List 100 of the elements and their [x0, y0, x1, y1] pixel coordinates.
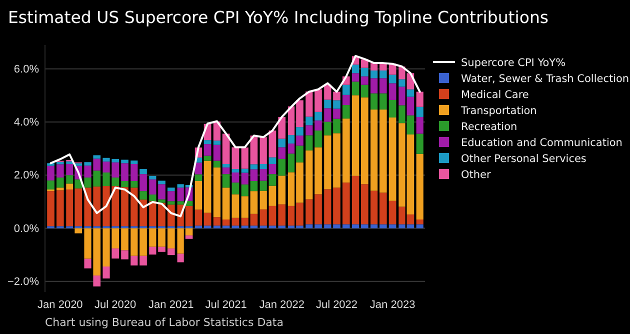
bar [194, 226, 202, 228]
bar [47, 180, 54, 190]
bar [204, 226, 212, 228]
bar [342, 224, 350, 228]
bar [306, 116, 313, 126]
bar [167, 191, 175, 202]
bar [268, 174, 276, 186]
bar [278, 176, 286, 204]
bar [140, 174, 147, 192]
bar [306, 199, 313, 224]
x-tick-label: Jul 2020 [94, 298, 136, 311]
bar [379, 224, 387, 228]
bar [379, 78, 387, 94]
bar [56, 164, 64, 178]
bar [66, 184, 73, 190]
bar [194, 174, 202, 181]
bar [278, 138, 286, 148]
bar [260, 190, 267, 210]
bar [121, 250, 128, 260]
bar [388, 224, 396, 228]
bar [314, 112, 322, 120]
bar [222, 174, 230, 188]
bar [260, 137, 267, 164]
bar [167, 204, 175, 226]
y-tick-label: 6.0% [14, 63, 40, 76]
bar [360, 59, 368, 68]
bar [241, 172, 248, 184]
bar [167, 188, 175, 192]
bar [416, 134, 424, 154]
bar [250, 164, 258, 170]
bar [370, 190, 378, 224]
bar [333, 118, 340, 134]
bar [140, 228, 147, 256]
bar [388, 100, 396, 118]
bar [416, 92, 424, 107]
bar [121, 180, 128, 188]
bar [342, 84, 350, 95]
x-tick-label: Jul 2021 [205, 298, 247, 311]
bar [213, 140, 221, 145]
bar [360, 184, 368, 224]
bar [149, 228, 156, 247]
bar [232, 169, 240, 172]
bar [241, 184, 248, 196]
bar [333, 108, 340, 119]
bar [314, 194, 322, 224]
bar [268, 186, 276, 206]
bar [167, 201, 175, 205]
bar [342, 94, 350, 106]
bar [158, 184, 166, 200]
bar [379, 93, 387, 110]
bar [222, 164, 230, 168]
x-tick-label: Jan 2023 [370, 298, 416, 311]
bar [140, 169, 147, 174]
bar [388, 74, 396, 84]
bar [232, 147, 240, 170]
bar [268, 206, 276, 226]
bar [306, 150, 313, 200]
bar [360, 76, 368, 85]
bar [74, 228, 82, 234]
bar [342, 182, 350, 224]
bar [324, 100, 332, 108]
bar [370, 78, 378, 94]
bar [158, 180, 166, 184]
legend-label: Medical Care [461, 89, 529, 101]
bar [204, 160, 212, 213]
bar [194, 162, 202, 174]
bar [56, 190, 64, 226]
bar [278, 158, 286, 176]
bar [232, 172, 240, 183]
bar [260, 226, 267, 228]
bar [250, 214, 258, 226]
bar [406, 89, 414, 97]
bar [158, 246, 166, 252]
bar [388, 118, 396, 201]
bar [241, 226, 248, 228]
bar [360, 97, 368, 184]
bar [416, 116, 424, 134]
bar [333, 100, 340, 109]
y-tick-label: 2.0% [14, 170, 40, 182]
bar [370, 110, 378, 191]
bar [222, 134, 230, 164]
bar [56, 162, 64, 164]
bar [56, 178, 64, 188]
bar [84, 258, 92, 268]
bar [93, 155, 101, 159]
bar [398, 79, 406, 87]
bar [333, 92, 340, 100]
bar [278, 204, 286, 226]
bar [314, 120, 322, 131]
bar [306, 135, 313, 150]
legend-label: Education and Communication [461, 137, 622, 149]
bar [260, 164, 267, 170]
bar [204, 212, 212, 226]
bar [260, 180, 267, 191]
bar [342, 118, 350, 183]
bar [130, 188, 138, 226]
bar [370, 93, 378, 110]
bar [250, 180, 258, 192]
bar [130, 164, 138, 181]
bar [388, 200, 396, 224]
